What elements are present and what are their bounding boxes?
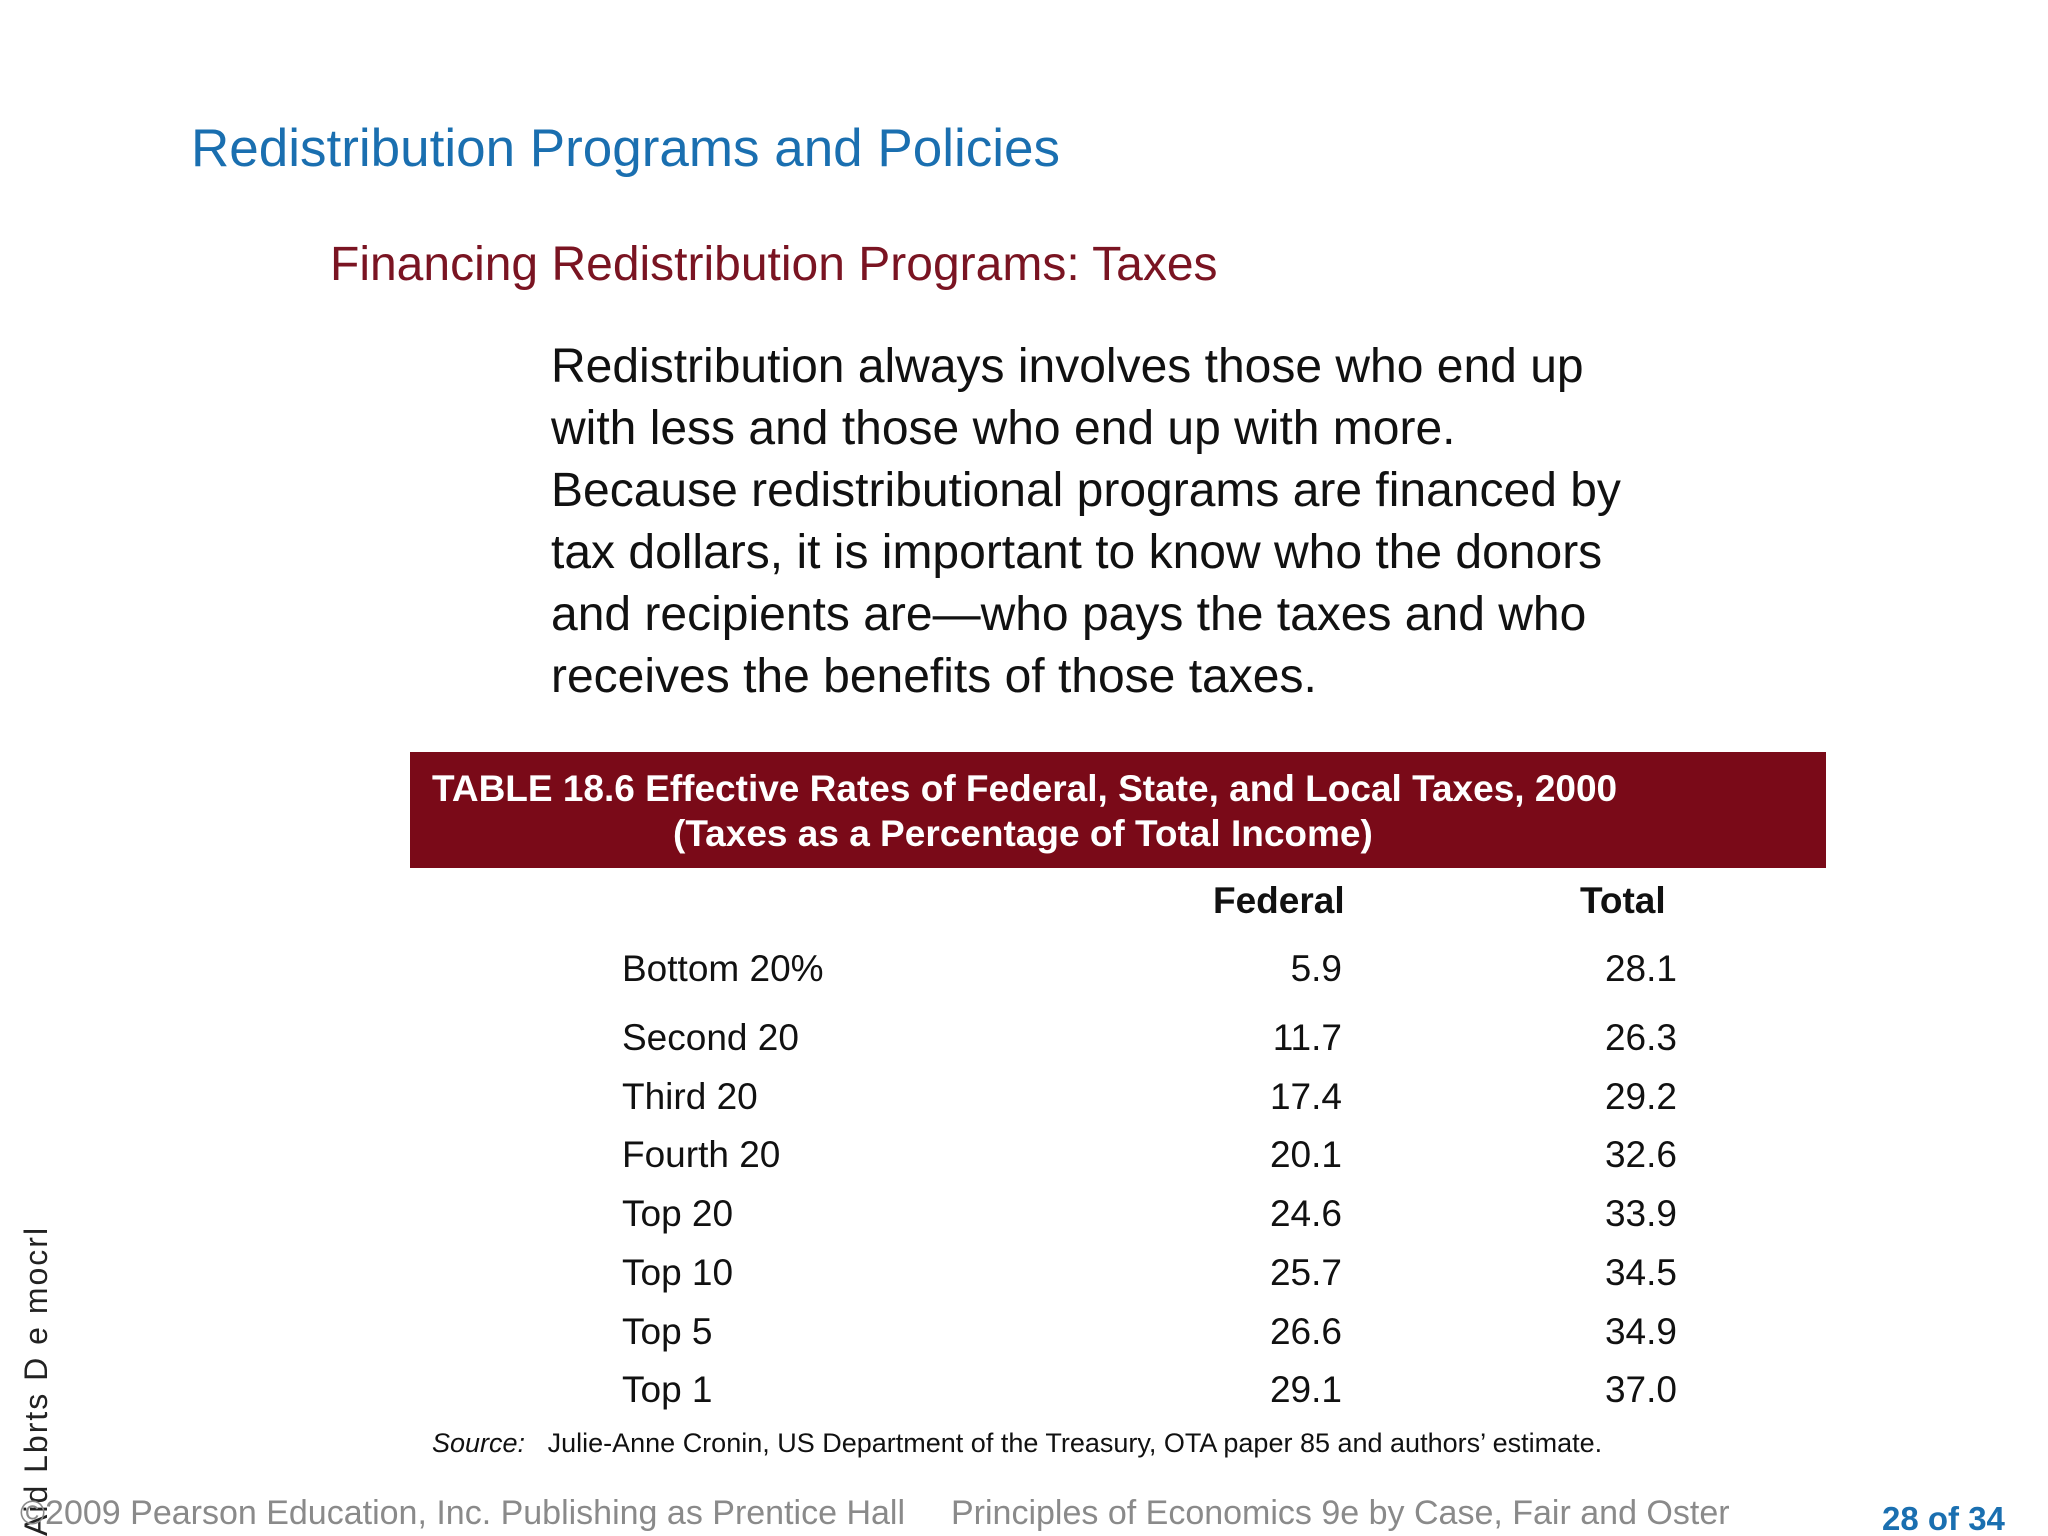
- footer-copyright: ©2009 Pearson Education, Inc. Publishing…: [20, 1494, 906, 1532]
- body-line: and recipients are—who pays the taxes an…: [551, 588, 1587, 641]
- total-value: 29.2: [1604, 1076, 1677, 1117]
- vertical-side-text: Aid Lbrts D e mocrl: [18, 1225, 54, 1536]
- body-line: with less and those who end up with more…: [551, 402, 1456, 455]
- slide-subtitle: Financing Redistribution Programs: Taxes: [330, 238, 1218, 291]
- total-value: 34.5: [1604, 1252, 1677, 1293]
- column-header-federal: Federal: [1213, 880, 1345, 921]
- row-label: Top 5: [622, 1311, 713, 1352]
- source-text: Julie-Anne Cronin, US Department of the …: [547, 1428, 1603, 1458]
- row-label: Top 20: [622, 1193, 734, 1234]
- row-label: Third 20: [622, 1076, 758, 1117]
- federal-value: 24.6: [1269, 1193, 1342, 1234]
- table-row: Top 5 26.6 34.9: [0, 1311, 2048, 1361]
- column-header-total: Total: [1580, 880, 1666, 921]
- total-value: 33.9: [1604, 1193, 1677, 1234]
- source-label: Source:: [432, 1428, 526, 1458]
- row-label: Bottom 20%: [622, 948, 824, 989]
- table-title: TABLE 18.6 Effective Rates of Federal, S…: [432, 768, 1618, 809]
- federal-value: 25.7: [1269, 1252, 1342, 1293]
- table-title-band: TABLE 18.6 Effective Rates of Federal, S…: [410, 752, 1826, 868]
- federal-value: 20.1: [1269, 1134, 1342, 1175]
- row-label: Top 10: [622, 1252, 734, 1293]
- table-row: Third 20 17.4 29.2: [0, 1076, 2048, 1126]
- federal-value: 5.9: [1290, 948, 1342, 989]
- page-counter: 28 of 34: [1882, 1500, 2005, 1536]
- table-row: Top 20 24.6 33.9: [0, 1193, 2048, 1243]
- federal-value: 29.1: [1269, 1369, 1342, 1410]
- total-value: 32.6: [1604, 1134, 1677, 1175]
- table-row: Second 20 11.7 26.3: [0, 1017, 2048, 1067]
- table-source-note: Source: Julie-Anne Cronin, US Department…: [432, 1428, 1602, 1459]
- table-row: Top 1 29.1 37.0: [0, 1369, 2048, 1419]
- total-value: 26.3: [1604, 1017, 1677, 1058]
- table-row: Top 10 25.7 34.5: [0, 1252, 2048, 1302]
- federal-value: 26.6: [1269, 1311, 1342, 1352]
- federal-value: 17.4: [1269, 1076, 1342, 1117]
- body-paragraph: Redistribution always involves those who…: [551, 336, 1731, 708]
- federal-value: 11.7: [1272, 1017, 1342, 1058]
- body-line: Because redistributional programs are fi…: [551, 464, 1621, 517]
- total-value: 28.1: [1604, 948, 1677, 989]
- total-value: 37.0: [1604, 1369, 1677, 1410]
- row-label: Second 20: [622, 1017, 799, 1058]
- total-value: 34.9: [1604, 1311, 1677, 1352]
- row-label: Fourth 20: [622, 1134, 781, 1175]
- body-line: receives the benefits of those taxes.: [551, 650, 1317, 703]
- table-row: Bottom 20% 5.9 28.1: [0, 948, 2048, 998]
- body-line: tax dollars, it is important to know who…: [551, 526, 1603, 579]
- table-title-subline: (Taxes as a Percentage of Total Income): [673, 813, 1373, 854]
- slide-title: Redistribution Programs and Policies: [191, 119, 1061, 178]
- row-label: Top 1: [622, 1369, 713, 1410]
- body-line: Redistribution always involves those who…: [551, 340, 1584, 393]
- table-row: Fourth 20 20.1 32.6: [0, 1134, 2048, 1184]
- footer-book-title: Principles of Economics 9e by Case, Fair…: [951, 1494, 1730, 1532]
